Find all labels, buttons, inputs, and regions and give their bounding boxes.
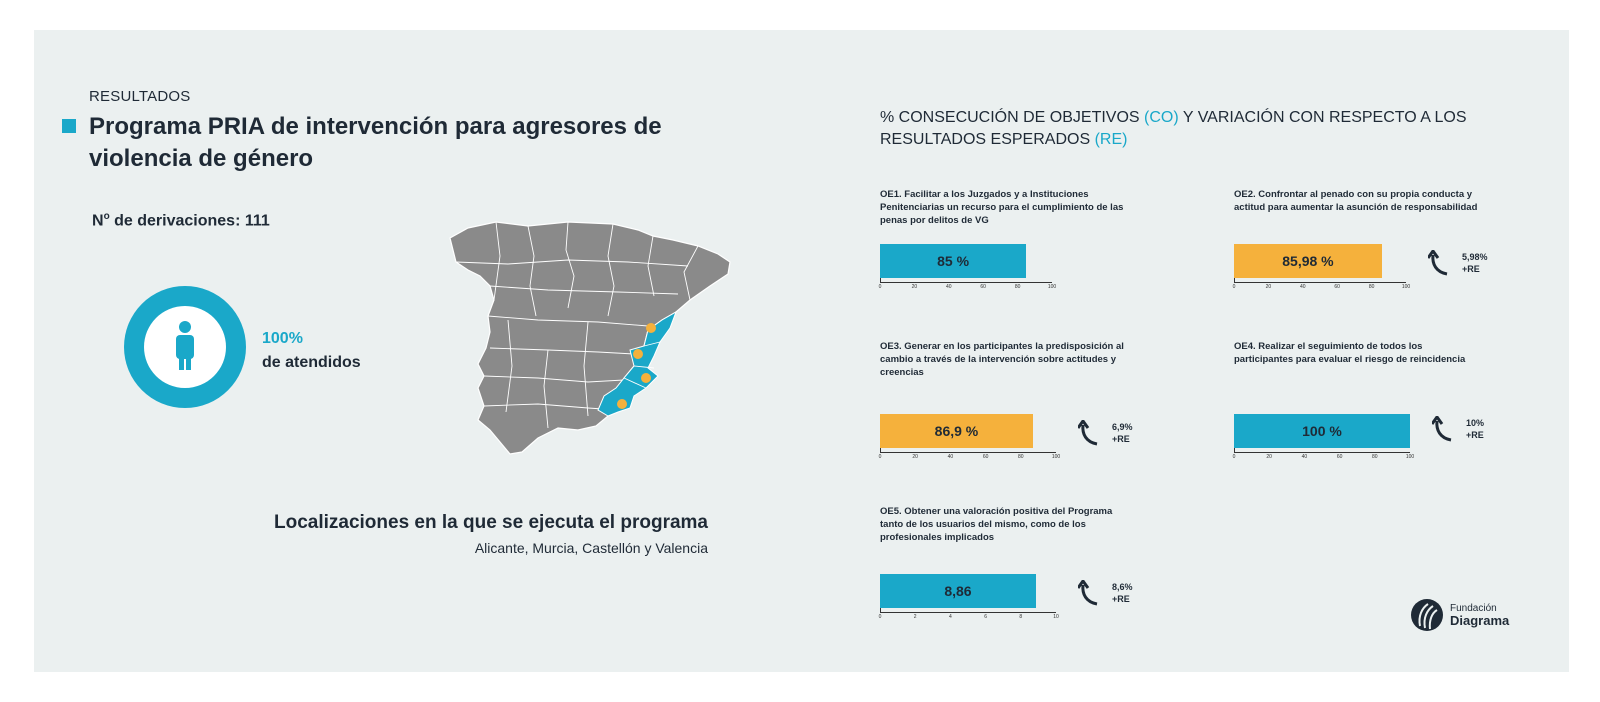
oe4-value-label: 100 %: [1302, 423, 1342, 439]
tick-label: 60: [982, 454, 989, 460]
tick-label: 100: [1401, 284, 1411, 290]
diagrama-logo-icon: [1411, 599, 1443, 631]
oe1-axis: [880, 278, 1052, 283]
tick-label: 20: [911, 284, 918, 290]
content-panel: [34, 30, 1569, 672]
oe3-delta-value: 6,9%: [1112, 422, 1133, 432]
tick-label: 60: [1336, 454, 1343, 460]
objective-oe1: OE1. Facilitar a los Juzgados y a Instit…: [880, 188, 1130, 227]
section-label: RESULTADOS: [89, 88, 191, 105]
oe5-delta: 8,6% +RE: [1078, 580, 1133, 606]
oe5-description: OE5. Obtener una valoración positiva del…: [880, 506, 1113, 543]
objective-oe4: OE4. Realizar el seguimiento de todos lo…: [1234, 340, 1484, 366]
tick-label: 10: [1053, 614, 1059, 620]
attended-label: de atendidos: [262, 354, 361, 371]
map-marker-alicante: [641, 373, 651, 383]
objectives-title: % CONSECUCIÓN DE OBJETIVOS (CO) Y VARIAC…: [880, 107, 1480, 151]
map-marker-murcia: [617, 399, 627, 409]
objective-oe5: OE5. Obtener una valoración positiva del…: [880, 505, 1130, 544]
oe1-value-label: 85 %: [937, 253, 970, 269]
derivaciones-prefix: N: [92, 212, 104, 230]
oe3-delta-label: +RE: [1112, 434, 1130, 444]
tick-label: 40: [1300, 284, 1306, 290]
tick-label: 0: [878, 614, 882, 620]
tick-label: 80: [1372, 454, 1378, 460]
oe4-bar: 100 %: [1234, 414, 1410, 448]
oe3-description: OE3. Generar en los participantes la pre…: [880, 341, 1124, 378]
objective-oe3: OE3. Generar en los participantes la pre…: [880, 340, 1130, 379]
tick-label: 2: [913, 614, 917, 620]
curved-arrow-icon: [1078, 420, 1098, 446]
tick-label: 40: [1301, 454, 1308, 460]
tick-label: 80: [1368, 284, 1375, 290]
oe2-delta-label: +RE: [1462, 264, 1480, 274]
oe3-bar: 86,9 %: [880, 414, 1033, 448]
oe2-value-label: 85,98 %: [1282, 253, 1334, 269]
tick-label: 0: [1232, 454, 1236, 460]
re-abbrev: (RE): [1094, 131, 1128, 148]
tick-label: 40: [946, 284, 952, 290]
tick-label: 80: [1018, 454, 1024, 460]
title-marker-square: [62, 119, 76, 133]
locations-list: Alicante, Murcia, Castellón y Valencia: [474, 540, 708, 556]
curved-arrow-icon: [1428, 250, 1448, 276]
page-title: Programa PRIA de intervención para agres…: [89, 113, 662, 172]
attended-percent: 100%: [262, 330, 303, 347]
oe3-value-label: 86,9 %: [934, 423, 979, 439]
locations-title: Localizaciones en la que se ejecuta el p…: [273, 512, 708, 533]
tick-label: 20: [1266, 454, 1272, 460]
curved-arrow-icon: [1078, 580, 1098, 606]
tick-label: 8: [1019, 614, 1023, 620]
tick-label: 100: [1405, 454, 1415, 460]
tick-label: 20: [912, 454, 918, 460]
tick-label: 80: [1014, 284, 1021, 290]
oe4-delta-value: 10%: [1466, 418, 1485, 428]
oe3-delta: 6,9% +RE: [1078, 420, 1133, 446]
oe4-description: OE4. Realizar el seguimiento de todos lo…: [1234, 341, 1466, 365]
oe2-delta: 5,98% +RE: [1428, 250, 1488, 276]
oe1-bar: 85 %: [880, 244, 1027, 278]
person-icon: [144, 306, 226, 388]
objective-oe2: OE2. Confrontar al penado con su propia …: [1234, 188, 1484, 214]
oe5-axis: [880, 608, 1056, 613]
oe5-delta-value: 8,6%: [1112, 582, 1133, 592]
oe2-delta-value: 5,98%: [1462, 252, 1488, 262]
derivaciones-sup: o: [103, 211, 110, 222]
oe3-axis: [880, 448, 1056, 453]
tick-label: 20: [1265, 284, 1272, 290]
oe2-bar: 85,98 %: [1234, 244, 1382, 278]
curved-arrow-icon: [1432, 416, 1452, 442]
tick-label: 0: [1232, 284, 1236, 290]
tick-label: 100: [1051, 454, 1061, 460]
map-marker-valencia: [633, 349, 643, 359]
objectives-title-part2: Y VARIACIÓN CON RESPECTO A LOS RESULTADO…: [880, 109, 1467, 148]
tick-label: 6: [984, 614, 987, 620]
fundacion-diagrama-logo: Fundación Diagrama: [1410, 598, 1509, 632]
oe2-axis: [1234, 278, 1406, 283]
oe5-value-label: 8,86: [944, 583, 972, 599]
spain-provinces-map: [449, 221, 731, 455]
derivaciones-count: No de derivaciones: 111: [92, 211, 270, 230]
tick-label: 60: [980, 284, 986, 290]
tick-label: 0: [878, 284, 882, 290]
tick-label: 100: [1047, 284, 1057, 290]
oe5-delta-label: +RE: [1112, 594, 1130, 604]
map-marker-castellon: [646, 323, 656, 333]
attended-ring: [124, 286, 246, 408]
tick-label: 40: [947, 454, 954, 460]
tick-label: 4: [949, 614, 952, 620]
oe4-delta-label: +RE: [1466, 430, 1484, 440]
tick-label: 0: [878, 454, 882, 460]
oe5-bar: 8,86: [880, 574, 1036, 608]
derivaciones-text: de derivaciones: 111: [109, 212, 270, 230]
oe1-description: OE1. Facilitar a los Juzgados y a Instit…: [880, 189, 1124, 226]
oe4-delta: 10% +RE: [1432, 416, 1484, 442]
tick-label: 60: [1334, 284, 1340, 290]
objectives-title-part1: % CONSECUCIÓN DE OBJETIVOS: [880, 109, 1145, 126]
logo-line1: Fundación: [1450, 602, 1497, 614]
oe4-axis: [1234, 448, 1410, 453]
logo-line2: Diagrama: [1450, 612, 1510, 628]
co-abbrev: (CO): [1144, 109, 1179, 126]
oe2-description: OE2. Confrontar al penado con su propia …: [1234, 189, 1478, 213]
